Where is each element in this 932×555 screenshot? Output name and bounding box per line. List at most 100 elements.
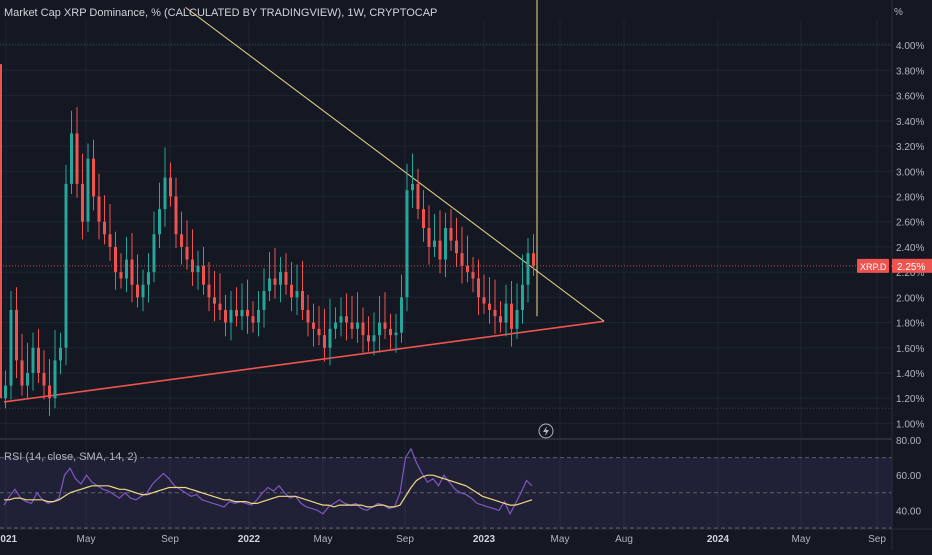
candle-body <box>185 246 189 260</box>
last-value-symbol-badge <box>857 258 889 273</box>
candle-body <box>70 133 73 184</box>
candle-body <box>279 272 282 285</box>
candle-body <box>471 272 475 279</box>
candle-body <box>339 316 343 323</box>
candle-body <box>510 303 513 329</box>
price-tick-label: 1.80% <box>896 319 924 330</box>
candle-body <box>273 278 277 285</box>
price-tick-label: 2.20% <box>896 268 924 279</box>
candle-body <box>394 332 398 336</box>
last-value-symbol: XRP.D <box>860 262 887 272</box>
candle-body <box>114 246 117 273</box>
candle-body <box>400 297 403 333</box>
candle-body <box>125 259 128 279</box>
candle-body <box>323 335 326 348</box>
candle-body <box>59 347 62 361</box>
time-tick-label: May <box>77 534 96 545</box>
candle-body <box>141 284 145 298</box>
time-tick-label: Sep <box>396 534 414 545</box>
lightning-icon <box>538 423 554 439</box>
price-tick-label: 3.20% <box>896 142 924 153</box>
chart-title: Market Cap XRP Dominance, % (CALCULATED … <box>4 7 438 19</box>
rsi-tick-label: 60.00 <box>896 471 921 482</box>
candle-body <box>350 322 354 329</box>
upper-trendline <box>185 6 605 322</box>
candle-body <box>449 228 453 241</box>
candle-body <box>268 278 271 292</box>
candle-body <box>152 234 156 273</box>
candle-body <box>163 177 167 210</box>
price-axis-unit: % <box>894 7 903 18</box>
candle-body <box>427 228 431 247</box>
candle-body <box>235 309 238 317</box>
candle-body <box>405 190 409 298</box>
candle-body <box>317 328 321 336</box>
price-tick-label: 2.40% <box>896 243 924 254</box>
candle-body <box>75 133 79 184</box>
candle-body <box>251 316 255 323</box>
price-tick-label: 3.80% <box>896 66 924 77</box>
candle-body <box>416 183 420 210</box>
candle-body <box>229 309 233 323</box>
candle-body <box>26 372 29 386</box>
candle-body <box>499 316 502 323</box>
candle-body <box>466 265 469 273</box>
candle-body <box>422 209 425 228</box>
candle-body <box>257 309 260 323</box>
candle-body <box>48 385 51 399</box>
rsi-indicator-label[interactable]: RSI (14, close, SMA, 14, 2) <box>4 451 138 463</box>
price-tick-label: 2.80% <box>896 192 924 203</box>
rsi-tick-label: 40.00 <box>896 506 921 517</box>
candle-body <box>493 309 497 317</box>
candle-body <box>460 253 464 266</box>
candle-body <box>37 347 40 373</box>
price-tick-label: 4.00% <box>896 41 924 52</box>
candle-body <box>158 209 161 235</box>
candle-body <box>9 309 13 386</box>
candle-body <box>169 177 172 197</box>
candle-body <box>246 309 249 317</box>
candle-body <box>295 291 299 298</box>
candle-body <box>97 196 101 222</box>
lightning-glyph-icon <box>543 426 549 436</box>
rsi-tick-label: 80.00 <box>896 436 921 447</box>
candle-body <box>356 322 359 329</box>
candle-body-edge <box>0 64 2 399</box>
candle-body <box>262 291 266 310</box>
candle-body <box>378 322 381 336</box>
candle-body <box>306 309 310 323</box>
time-tick-label: Aug <box>615 534 633 545</box>
candle-body <box>31 347 35 373</box>
price-tick-label: 3.00% <box>896 167 924 178</box>
last-value-price: 2.25% <box>897 262 925 273</box>
price-tick-label: 1.20% <box>896 394 924 405</box>
lower-trendline <box>3 320 605 403</box>
price-axis-panel <box>892 0 932 550</box>
candle-body <box>477 278 480 298</box>
candle-body <box>521 284 524 310</box>
candle-body <box>15 309 18 361</box>
time-tick-label: Sep <box>161 534 179 545</box>
candle-body <box>147 272 150 285</box>
candle-body <box>218 303 222 310</box>
candle-body <box>526 253 530 285</box>
candle-body <box>455 240 458 254</box>
candle-body <box>284 272 288 285</box>
candle-body <box>207 284 211 298</box>
price-tick-label: 3.60% <box>896 92 924 103</box>
candle-body <box>290 284 293 298</box>
candle-body <box>81 183 84 222</box>
candle-body <box>361 322 365 336</box>
candle-body <box>372 335 376 342</box>
candle-body <box>224 309 227 323</box>
candle-body <box>367 335 370 342</box>
candle-body <box>213 297 216 304</box>
candle-body <box>108 234 112 247</box>
candle-body <box>444 228 447 260</box>
candle-body <box>438 240 442 260</box>
candle-body <box>240 309 244 317</box>
candle-body <box>312 322 315 329</box>
time-tick-label: 2024 <box>707 534 730 545</box>
